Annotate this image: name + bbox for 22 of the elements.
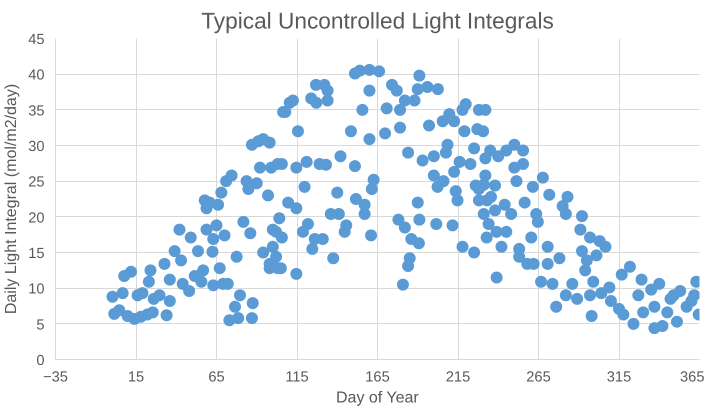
x-tick-label: 265 [526, 370, 551, 386]
y-tick-label: 10 [28, 282, 45, 298]
x-tick-label: 365 [680, 370, 704, 386]
x-tick-label: 165 [365, 370, 390, 386]
x-tick-label: 315 [606, 370, 632, 386]
x-axis-title: Day of Year [336, 390, 420, 406]
y-tick-label: 45 [28, 32, 45, 48]
chart-title: Typical Uncontrolled Light Integrals [201, 8, 554, 34]
y-tick-label: 15 [28, 246, 45, 262]
x-tick-label: 15 [128, 370, 144, 386]
y-tick-label: 20 [28, 210, 45, 226]
x-tick-label: 115 [285, 370, 309, 386]
y-tick-label: 35 [28, 103, 45, 120]
y-tick-label: 25 [28, 174, 45, 191]
y-tick-label: 40 [28, 68, 45, 84]
y-tick-label: 5 [36, 317, 45, 334]
x-tick-label: −35 [43, 370, 68, 386]
x-tick-label: 65 [208, 370, 225, 386]
y-tick-label: 30 [28, 139, 45, 155]
y-tick-label: 0 [36, 353, 45, 369]
y-axis-title: Daily Light Integral (mol/m2/day) [3, 84, 20, 314]
x-tick-label: 215 [446, 370, 470, 386]
